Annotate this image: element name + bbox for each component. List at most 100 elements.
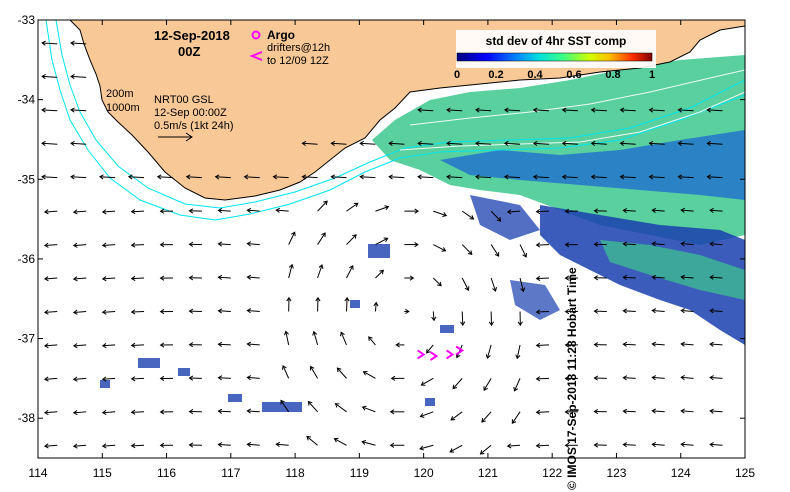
current-arrow [336, 367, 347, 379]
x-tick-label: 117 [221, 466, 240, 480]
current-arrow [593, 342, 607, 348]
current-arrow [361, 405, 376, 413]
scale-arrow-icon [158, 132, 193, 142]
argo-legend: Argo drifters@12h to 12/09 12Z [249, 28, 330, 67]
current-arrow [433, 210, 448, 218]
x-tick-label: 125 [735, 466, 755, 480]
current-arrow [404, 308, 410, 315]
current-arrow [130, 376, 145, 382]
current-arrow [217, 408, 231, 414]
current-arrow [709, 341, 723, 347]
current-arrow [474, 107, 492, 113]
current-arrow [70, 40, 87, 46]
left-legend: 200m 1000m NRT00 GSL 12-Sep 00:00Z 0.5m/… [106, 88, 233, 142]
current-arrow [519, 244, 528, 258]
current-arrow [389, 442, 405, 448]
current-arrow [485, 344, 492, 360]
current-arrow [622, 375, 636, 381]
current-arrow [309, 365, 319, 379]
current-arrow [564, 275, 578, 281]
current-arrow [70, 74, 87, 80]
product-time-label: 12-Sep 00:00Z [154, 107, 227, 119]
current-arrow [535, 309, 549, 315]
current-arrow [432, 277, 442, 287]
current-arrow [127, 174, 145, 180]
current-arrow [246, 241, 260, 247]
current-arrow [619, 140, 636, 147]
current-arrow [515, 344, 521, 360]
current-arrow [474, 174, 492, 180]
current-arrow [346, 264, 354, 279]
current-arrow [43, 409, 58, 416]
current-arrow [286, 296, 292, 312]
current-arrow [185, 174, 202, 180]
current-arrow [709, 408, 723, 414]
x-tick-label: 114 [28, 466, 47, 480]
current-arrow [622, 341, 636, 347]
current-arrow [72, 410, 87, 416]
y-tick-label: -35 [18, 172, 36, 186]
current-arrow [535, 342, 549, 348]
current-arrow [159, 342, 173, 348]
current-arrow [275, 441, 289, 448]
current-arrow [359, 140, 376, 147]
current-arrow [101, 443, 116, 449]
current-arrow [419, 444, 434, 451]
current-arrow [246, 375, 260, 381]
x-tick-label: 120 [414, 466, 434, 480]
current-arrow [519, 277, 526, 293]
current-arrow [709, 241, 723, 247]
current-arrow [474, 140, 492, 147]
current-arrow [101, 309, 116, 315]
current-arrow [648, 107, 665, 113]
current-arrow [388, 140, 405, 147]
current-arrow [156, 174, 174, 180]
current-arrow [72, 242, 87, 248]
current-arrow [43, 209, 58, 215]
colorbar-tick-label: 0.8 [605, 69, 620, 81]
current-arrow [535, 409, 549, 415]
current-arrow [130, 409, 145, 415]
current-arrow [590, 107, 607, 113]
current-arrow [346, 202, 359, 212]
current-arrow [511, 411, 521, 424]
current-arrow [361, 439, 376, 446]
y-axis: -33 -34 -35 -36 -37 -38 [18, 13, 745, 425]
current-arrow [651, 241, 665, 247]
current-arrow [481, 411, 492, 423]
current-arrow [593, 442, 607, 448]
plot-frame [37, 19, 746, 459]
current-arrow [281, 364, 290, 379]
current-arrow [130, 342, 145, 348]
current-arrow [564, 375, 578, 382]
credit-text: © IMOS 17-Sep-2018 11:28 Hobart Time [565, 267, 580, 490]
current-arrow [593, 241, 607, 247]
current-arrow [101, 242, 116, 248]
current-arrow [593, 408, 607, 415]
current-arrow [593, 308, 607, 314]
drifter-track [417, 345, 465, 361]
current-arrow [217, 308, 231, 314]
current-arrow [561, 107, 578, 113]
x-tick-label: 116 [157, 466, 176, 480]
current-arrow [70, 140, 87, 147]
current-arrow [709, 274, 723, 280]
current-arrow [188, 342, 202, 348]
current-arrow [72, 309, 87, 315]
colorbar-tick-label: 0.4 [527, 69, 543, 81]
current-arrow [101, 209, 116, 215]
colorbar-tick-label: 0.2 [488, 69, 503, 81]
current-arrow [188, 241, 202, 247]
current-arrow [246, 308, 260, 314]
sst-coverage [100, 55, 745, 412]
current-arrow [375, 205, 390, 212]
current-arrow [564, 409, 578, 415]
current-arrow [41, 174, 58, 180]
current-arrow [461, 244, 473, 256]
current-arrow [246, 274, 260, 280]
current-arrow [460, 311, 466, 327]
colorbar-gradient [456, 52, 653, 62]
current-arrow [346, 234, 357, 245]
current-arrow [532, 140, 549, 147]
current-arrow [159, 442, 173, 448]
